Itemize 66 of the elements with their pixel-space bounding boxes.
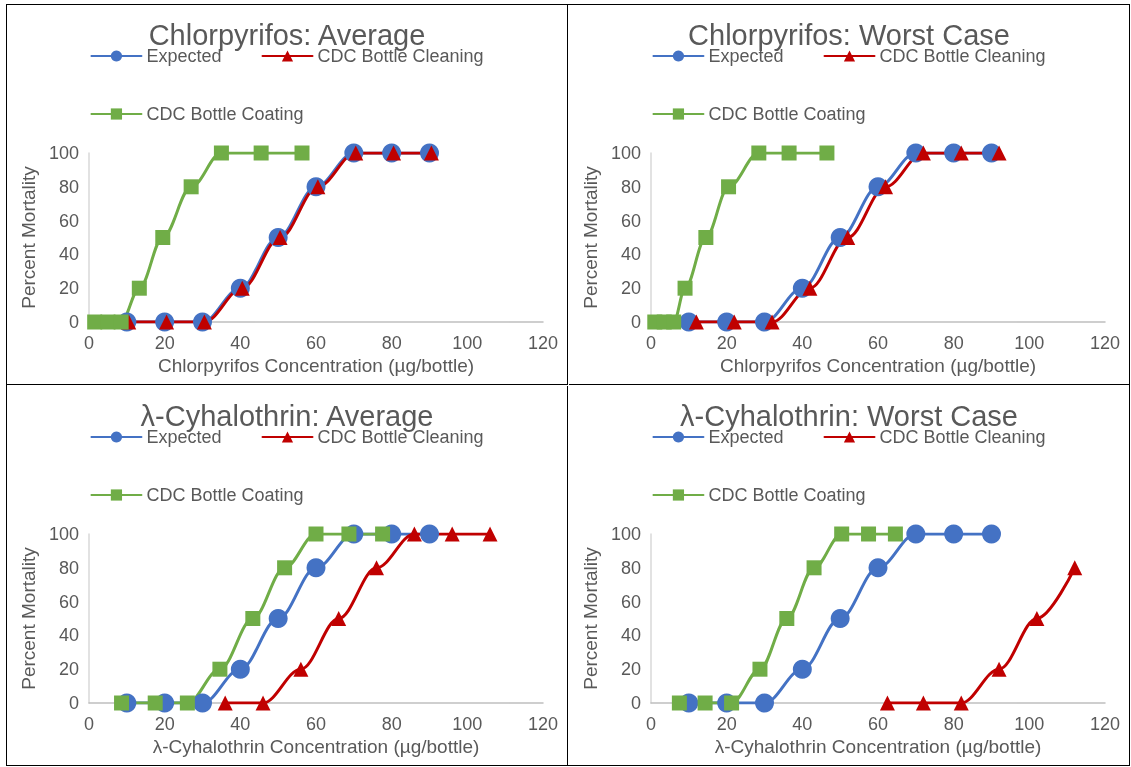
y-tick-label: 0 [68,312,79,332]
x-tick-label: 0 [83,333,95,353]
y-axis-title: Percent Mortality [580,546,602,690]
x-tick-label: 20 [154,714,175,734]
x-axis-title: λ-Cyhalothrin Concentration (µg/bottle) [152,736,480,757]
y-tick-label: 60 [620,210,641,231]
x-tick-label: 80 [943,714,964,734]
y-tick-label: 100 [48,524,79,544]
legend-label: CDC Bottle Coating [146,485,304,505]
legend-label: CDC Bottle Cleaning [879,427,1046,447]
x-tick-label: 80 [381,714,402,734]
y-tick-label: 80 [58,176,79,197]
x-tick-label: 40 [230,333,251,353]
y-tick-label: 60 [58,210,79,231]
x-tick-label: 40 [792,333,813,353]
y-tick-label: 80 [620,176,641,197]
x-tick-label: 20 [154,333,175,353]
legend-label: CDC Bottle Coating [146,104,304,124]
x-axis-title: Chlorpyrifos Concentration (µg/bottle) [157,355,475,376]
x-tick-label: 100 [1014,714,1045,734]
x-tick-label: 60 [305,333,327,353]
x-tick-label: 80 [381,333,402,353]
y-tick-label: 100 [48,143,79,163]
legend-label: CDC Bottle Coating [708,104,866,124]
y-tick-label: 40 [620,244,641,265]
x-tick-label: 20 [716,714,737,734]
y-tick-label: 20 [58,278,79,299]
y-axis-title: Percent Mortality [18,546,40,690]
x-tick-label: 60 [867,714,889,734]
x-tick-label: 0 [645,333,657,353]
x-tick-label: 0 [645,714,657,734]
y-axis-title: Percent Mortality [580,165,602,309]
x-tick-label: 80 [943,333,964,353]
x-tick-label: 20 [716,333,737,353]
x-tick-label: 120 [1089,333,1121,353]
y-tick-label: 20 [620,278,641,299]
x-tick-label: 40 [792,714,813,734]
y-tick-label: 0 [630,312,641,332]
x-tick-label: 100 [452,714,483,734]
y-tick-label: 80 [620,557,641,578]
x-tick-label: 120 [527,714,559,734]
x-tick-label: 100 [452,333,483,353]
y-tick-label: 20 [58,659,79,680]
y-tick-label: 60 [58,591,79,612]
x-axis-title: Chlorpyrifos Concentration (µg/bottle) [719,355,1037,376]
legend-label: CDC Bottle Cleaning [879,46,1046,66]
x-tick-label: 0 [83,714,95,734]
y-tick-label: 0 [68,693,79,713]
x-tick-label: 120 [1089,714,1121,734]
y-axis-title: Percent Mortality [18,165,40,309]
y-tick-label: 60 [620,591,641,612]
y-tick-label: 100 [610,143,641,163]
x-tick-label: 100 [1014,333,1045,353]
x-tick-label: 60 [305,714,327,734]
y-tick-label: 0 [630,693,641,713]
y-tick-label: 80 [58,557,79,578]
x-tick-label: 40 [230,714,251,734]
x-tick-label: 60 [867,333,889,353]
y-tick-label: 20 [620,659,641,680]
x-axis-title: λ-Cyhalothrin Concentration (µg/bottle) [714,736,1042,757]
legend-label: CDC Bottle Coating [708,485,866,505]
x-tick-label: 120 [527,333,559,353]
y-tick-label: 40 [620,625,641,646]
y-tick-label: 100 [610,524,641,544]
y-tick-label: 40 [58,625,79,646]
y-tick-label: 40 [58,244,79,265]
